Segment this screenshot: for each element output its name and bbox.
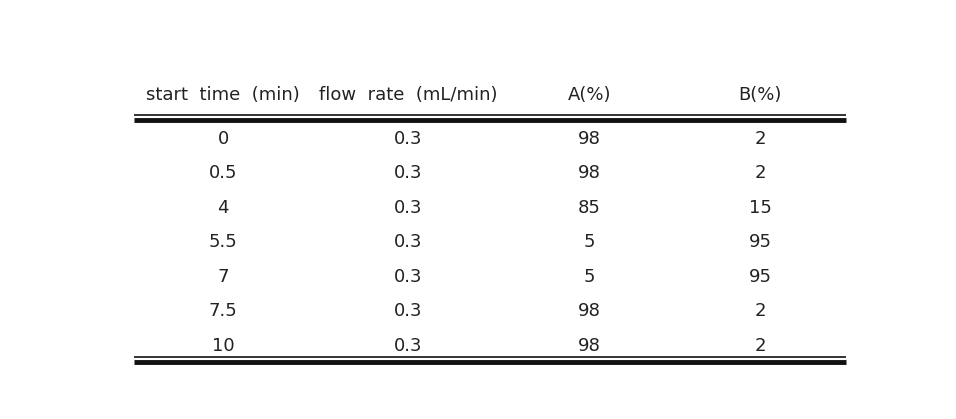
Text: 2: 2 [754,129,766,147]
Text: 0.3: 0.3 [394,129,423,147]
Text: 0.3: 0.3 [394,268,423,286]
Text: flow  rate  (mL/min): flow rate (mL/min) [319,86,497,104]
Text: 0.5: 0.5 [209,164,237,182]
Text: 5: 5 [584,268,596,286]
Text: 2: 2 [754,303,766,321]
Text: 95: 95 [749,233,771,251]
Text: B(%): B(%) [739,86,782,104]
Text: 98: 98 [578,129,601,147]
Text: 95: 95 [749,268,771,286]
Text: 98: 98 [578,164,601,182]
Text: 0.3: 0.3 [394,199,423,217]
Text: 7.5: 7.5 [208,303,238,321]
Text: 0.3: 0.3 [394,233,423,251]
Text: 98: 98 [578,337,601,355]
Text: 0: 0 [218,129,228,147]
Text: A(%): A(%) [568,86,611,104]
Text: 10: 10 [212,337,234,355]
Text: 2: 2 [754,337,766,355]
Text: start  time  (min): start time (min) [146,86,300,104]
Text: 0.3: 0.3 [394,164,423,182]
Text: 98: 98 [578,303,601,321]
Text: 4: 4 [217,199,229,217]
Text: 15: 15 [749,199,771,217]
Text: 0.3: 0.3 [394,303,423,321]
Text: 85: 85 [578,199,601,217]
Text: 0.3: 0.3 [394,337,423,355]
Text: 7: 7 [217,268,229,286]
Text: 5.5: 5.5 [208,233,238,251]
Text: 2: 2 [754,164,766,182]
Text: 5: 5 [584,233,596,251]
